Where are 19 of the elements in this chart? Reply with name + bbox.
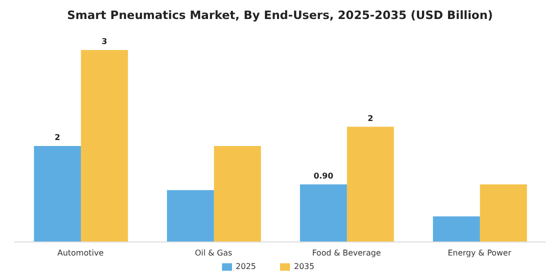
bar xyxy=(480,184,527,242)
bar xyxy=(34,146,81,242)
x-tick-label: Food & Beverage xyxy=(312,248,381,258)
bar xyxy=(166,190,214,242)
bar xyxy=(214,146,261,242)
legend-label: 2035 xyxy=(294,262,314,272)
data-label: 0.90 xyxy=(314,171,334,180)
bar xyxy=(432,216,480,242)
legend-label: 2025 xyxy=(236,262,256,272)
bar xyxy=(80,50,128,242)
bar xyxy=(300,184,347,242)
bar xyxy=(346,126,394,242)
chart-title: Smart Pneumatics Market, By End-Users, 2025-2035 (USD Billion) xyxy=(66,8,494,24)
x-tick-label: Automotive xyxy=(57,248,104,258)
data-label: 2 xyxy=(54,133,60,142)
data-label: 2 xyxy=(368,114,374,123)
x-tick-label: Oil & Gas xyxy=(194,248,232,258)
data-label: 3 xyxy=(102,37,108,46)
x-tick-label: Energy & Power xyxy=(448,248,512,258)
